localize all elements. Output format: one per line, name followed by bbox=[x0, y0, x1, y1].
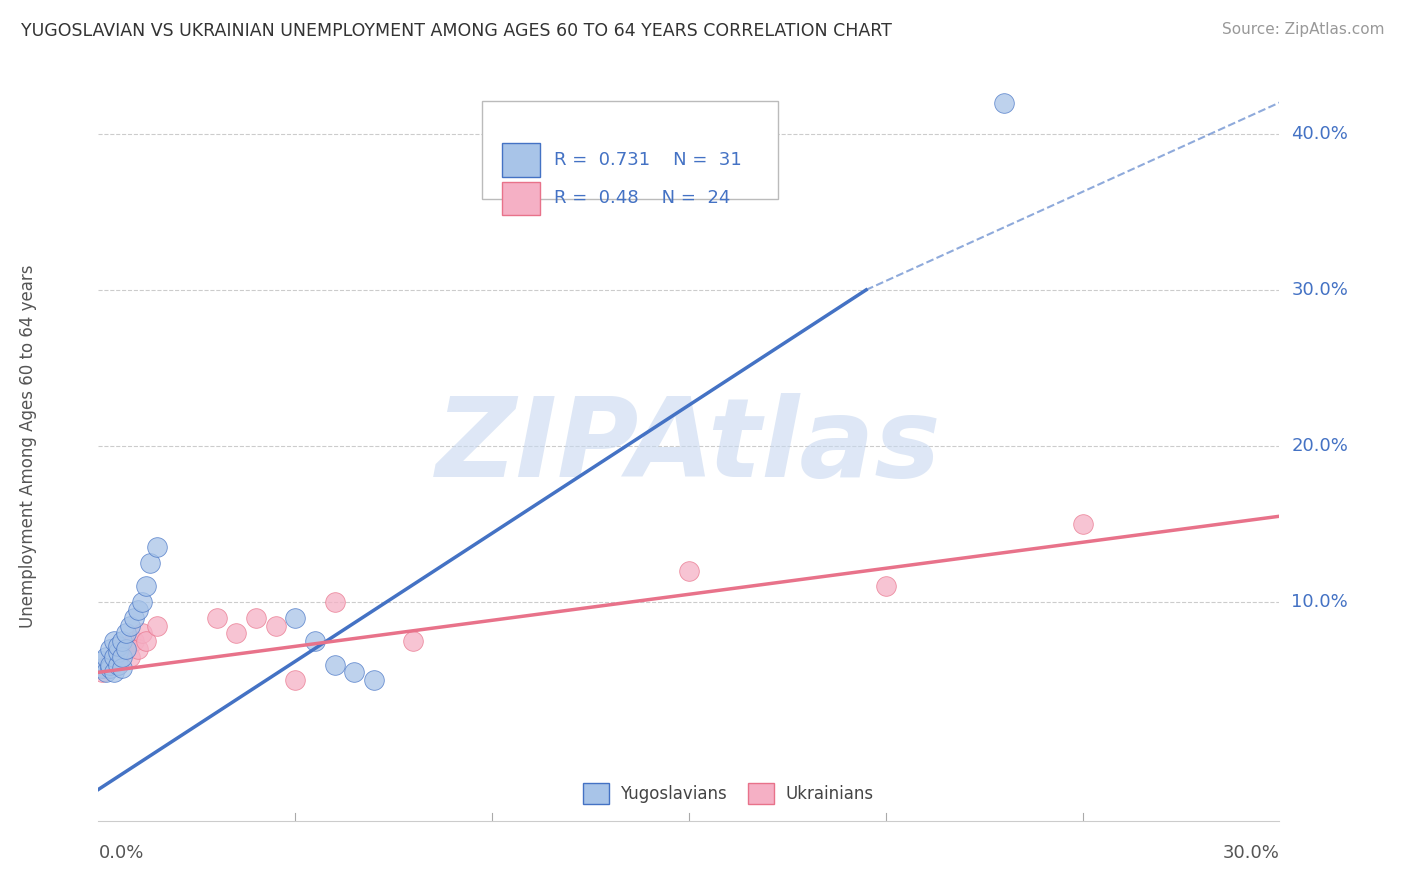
FancyBboxPatch shape bbox=[582, 783, 609, 805]
Point bbox=[96, 665, 118, 680]
Point bbox=[91, 660, 114, 674]
Text: 0.0%: 0.0% bbox=[98, 844, 143, 862]
Point bbox=[107, 639, 129, 653]
Text: R =  0.731    N =  31: R = 0.731 N = 31 bbox=[554, 151, 742, 169]
Point bbox=[115, 639, 138, 653]
Point bbox=[115, 642, 138, 657]
Point bbox=[98, 642, 121, 657]
Point bbox=[245, 611, 267, 625]
Point bbox=[135, 580, 157, 594]
Point bbox=[111, 634, 134, 648]
Point bbox=[225, 626, 247, 640]
Text: Ukrainians: Ukrainians bbox=[786, 785, 875, 803]
Point bbox=[131, 595, 153, 609]
Point bbox=[284, 611, 307, 625]
Point bbox=[146, 541, 169, 555]
Point bbox=[103, 649, 125, 664]
Point bbox=[678, 564, 700, 578]
Point bbox=[323, 657, 346, 672]
Point bbox=[264, 618, 287, 632]
Text: 30.0%: 30.0% bbox=[1291, 281, 1348, 299]
Point bbox=[875, 580, 897, 594]
Point bbox=[135, 634, 157, 648]
Point bbox=[146, 618, 169, 632]
Text: YUGOSLAVIAN VS UKRAINIAN UNEMPLOYMENT AMONG AGES 60 TO 64 YEARS CORRELATION CHAR: YUGOSLAVIAN VS UKRAINIAN UNEMPLOYMENT AM… bbox=[21, 22, 891, 40]
Point bbox=[363, 673, 385, 687]
Point bbox=[96, 660, 118, 674]
Point bbox=[111, 645, 134, 659]
Point bbox=[107, 642, 129, 657]
Point bbox=[1071, 517, 1094, 532]
Point bbox=[107, 645, 129, 659]
Point bbox=[103, 634, 125, 648]
Text: Unemployment Among Ages 60 to 64 years: Unemployment Among Ages 60 to 64 years bbox=[18, 264, 37, 628]
Point bbox=[103, 649, 125, 664]
Point bbox=[107, 657, 129, 672]
Point bbox=[343, 665, 366, 680]
FancyBboxPatch shape bbox=[502, 143, 540, 177]
Point bbox=[98, 657, 121, 672]
Point bbox=[118, 618, 141, 632]
Point bbox=[131, 626, 153, 640]
Point bbox=[127, 603, 149, 617]
Text: 30.0%: 30.0% bbox=[1223, 844, 1279, 862]
Text: Yugoslavians: Yugoslavians bbox=[620, 785, 727, 803]
Point bbox=[118, 649, 141, 664]
Point bbox=[96, 649, 118, 664]
Point bbox=[115, 626, 138, 640]
Point bbox=[111, 660, 134, 674]
Point bbox=[205, 611, 228, 625]
Point bbox=[284, 673, 307, 687]
Text: 40.0%: 40.0% bbox=[1291, 125, 1348, 143]
FancyBboxPatch shape bbox=[748, 783, 773, 805]
Point bbox=[138, 556, 160, 570]
Point bbox=[91, 665, 114, 680]
Point bbox=[98, 660, 121, 674]
Point bbox=[98, 655, 121, 669]
Point bbox=[127, 642, 149, 657]
FancyBboxPatch shape bbox=[502, 181, 540, 215]
Text: Source: ZipAtlas.com: Source: ZipAtlas.com bbox=[1222, 22, 1385, 37]
Point bbox=[323, 595, 346, 609]
Point bbox=[304, 634, 326, 648]
FancyBboxPatch shape bbox=[482, 102, 778, 199]
Point bbox=[91, 655, 114, 669]
Point bbox=[993, 95, 1015, 110]
Text: 10.0%: 10.0% bbox=[1291, 593, 1348, 611]
Point bbox=[402, 634, 425, 648]
Text: 20.0%: 20.0% bbox=[1291, 437, 1348, 455]
Text: ZIPAtlas: ZIPAtlas bbox=[436, 392, 942, 500]
Point bbox=[122, 611, 145, 625]
Point bbox=[103, 665, 125, 680]
Point bbox=[107, 657, 129, 672]
Text: R =  0.48    N =  24: R = 0.48 N = 24 bbox=[554, 189, 731, 207]
Point bbox=[111, 649, 134, 664]
Point bbox=[122, 634, 145, 648]
